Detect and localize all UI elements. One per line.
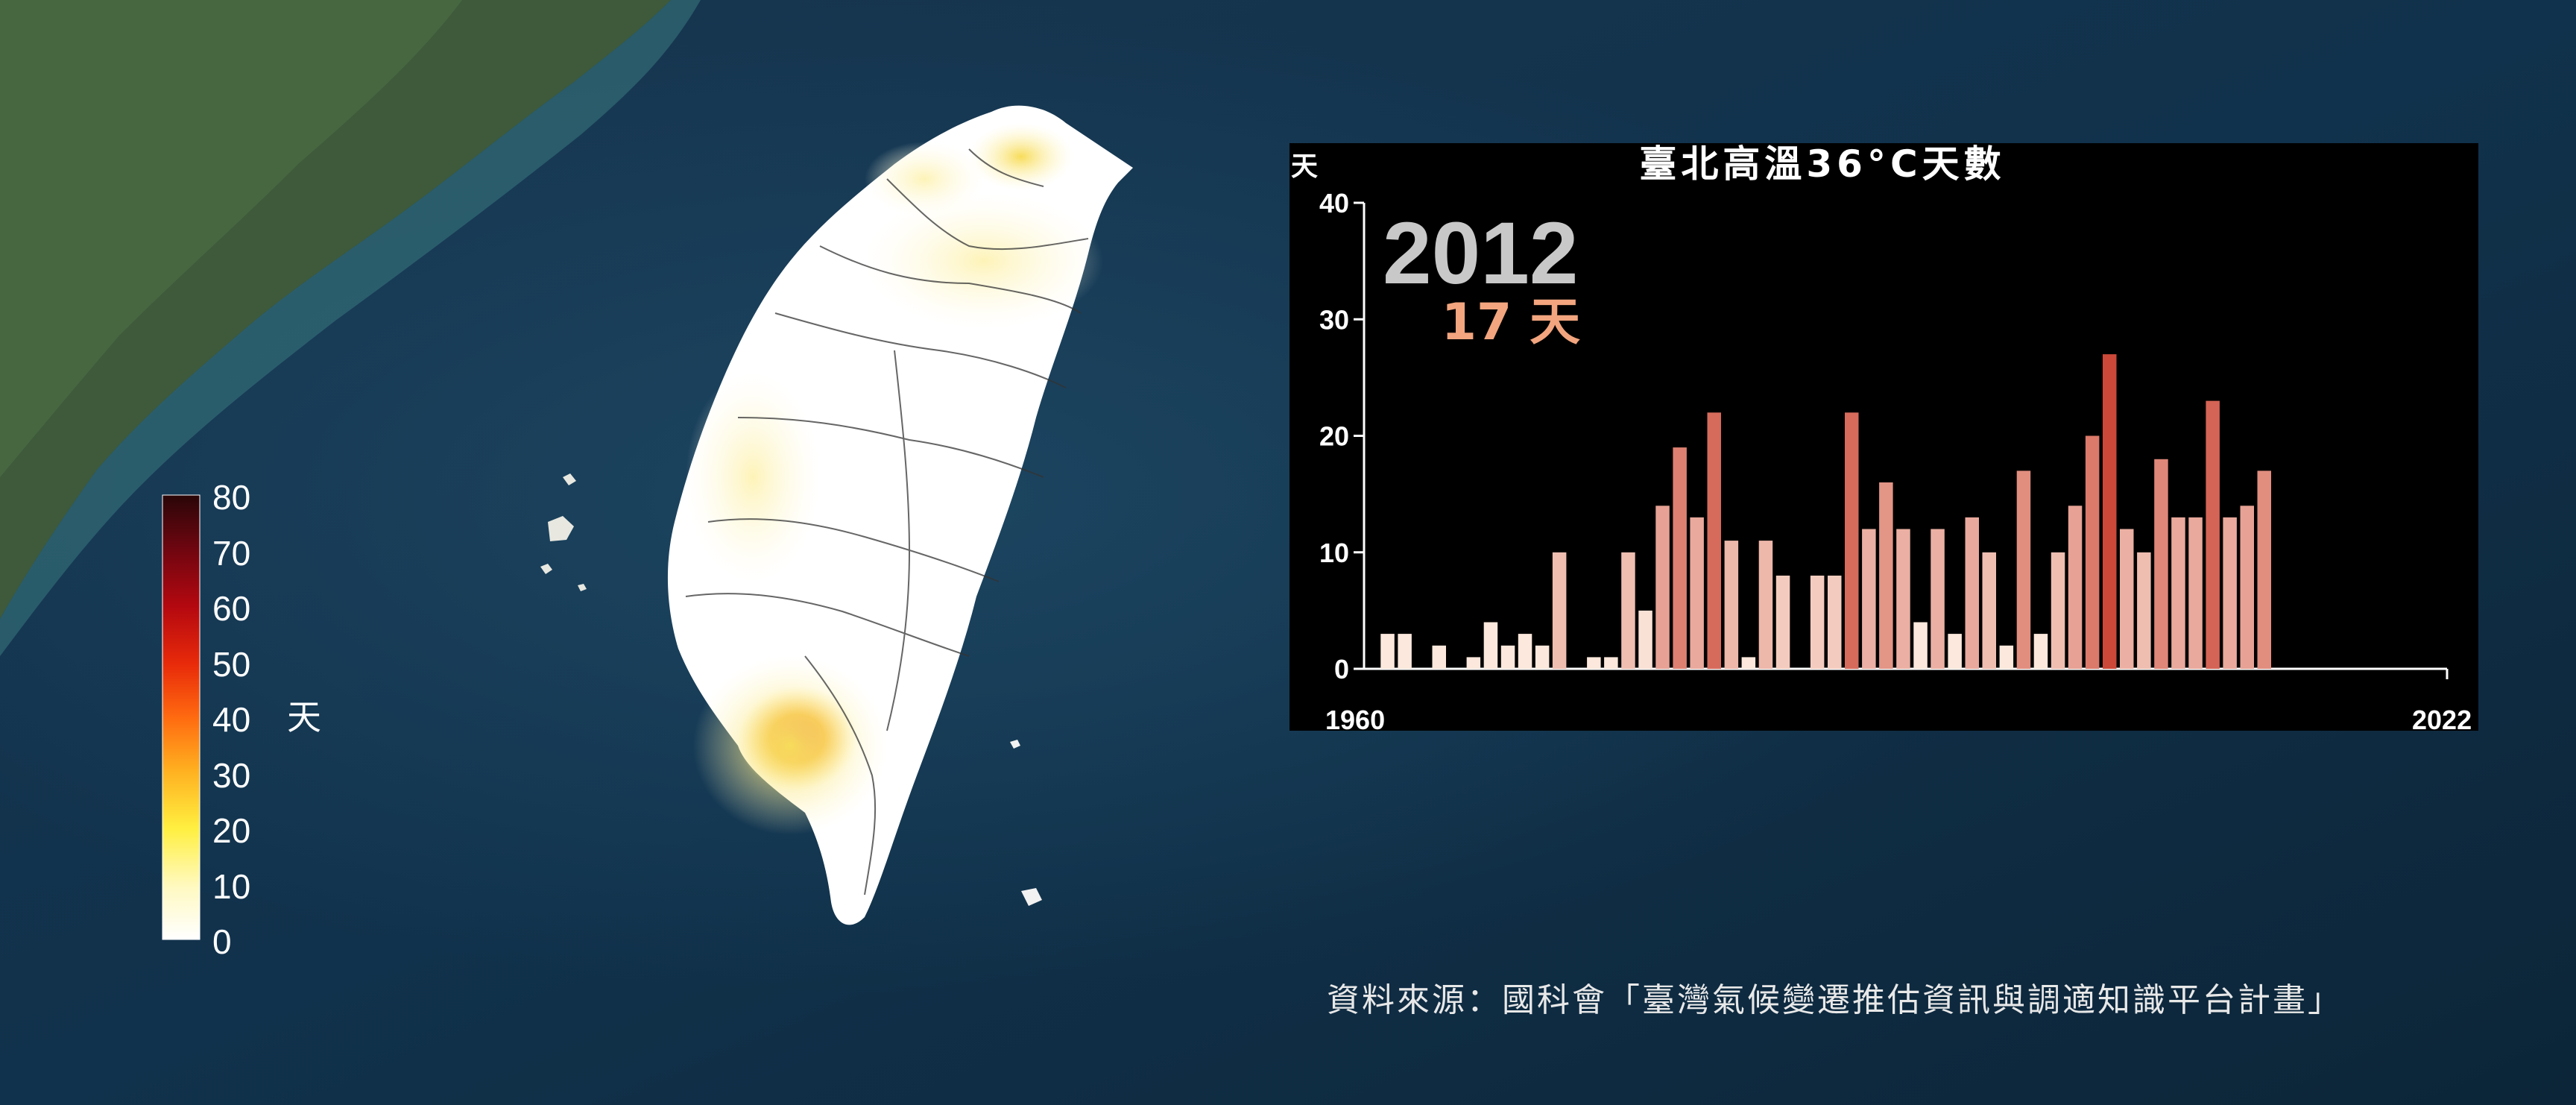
chart-title: 臺北高溫36°C天數 bbox=[1639, 142, 2005, 186]
data-source-credit: 資料來源：國科會「臺灣氣候變遷推估資訊與調適知識平台計畫」 bbox=[1327, 982, 2343, 1019]
colorbar-unit-label: 天 bbox=[287, 698, 321, 737]
penghu-islands bbox=[540, 473, 587, 591]
bar-1998 bbox=[2033, 634, 2048, 669]
bar-1966 bbox=[1483, 622, 1498, 669]
bar-1997 bbox=[2016, 470, 2031, 669]
bar-1969 bbox=[1535, 645, 1550, 670]
bar-1972 bbox=[1587, 657, 1601, 669]
bar-2009 bbox=[2223, 517, 2237, 669]
colorbar-tick-label: 10 bbox=[212, 866, 251, 906]
bar-2005 bbox=[2154, 459, 2168, 670]
bar-1992 bbox=[1931, 529, 1945, 669]
y-axis-label: 天 bbox=[1291, 151, 1318, 182]
county-borders bbox=[685, 148, 1089, 895]
y-tick-label: 10 bbox=[1319, 538, 1349, 568]
bar-2007 bbox=[2188, 517, 2203, 669]
y-tick-label: 20 bbox=[1319, 421, 1349, 452]
bar-2011 bbox=[2257, 470, 2271, 669]
bar-2001 bbox=[2085, 435, 2100, 669]
colorbar-tick-label: 40 bbox=[212, 700, 251, 739]
bar-1999 bbox=[2051, 552, 2065, 670]
bar-2008 bbox=[2206, 400, 2220, 669]
bar-1988 bbox=[1862, 529, 1876, 669]
bar-1960 bbox=[1380, 634, 1395, 669]
colorbar-tick-label: 80 bbox=[212, 478, 251, 517]
chart-bars bbox=[1380, 354, 2271, 670]
bar-1995 bbox=[1982, 552, 1996, 670]
bar-1987 bbox=[1845, 412, 1859, 670]
highlight-value: 17 天 bbox=[1442, 293, 1580, 352]
bar-2004 bbox=[2137, 552, 2151, 670]
bar-1976 bbox=[1655, 506, 1670, 670]
bar-1983 bbox=[1775, 576, 1790, 669]
y-tick-label: 40 bbox=[1319, 188, 1349, 218]
bar-1990 bbox=[1896, 529, 1910, 669]
bar-1977 bbox=[1673, 447, 1687, 669]
bar-1968 bbox=[1518, 634, 1532, 669]
bar-1982 bbox=[1758, 541, 1773, 669]
x-axis-start-label: 1960 bbox=[1325, 705, 1385, 735]
y-tick-label: 0 bbox=[1334, 654, 1349, 684]
bar-1961 bbox=[1398, 634, 1412, 669]
bar-1994 bbox=[1965, 517, 1979, 669]
bar-1991 bbox=[1913, 622, 1928, 669]
colorbar-legend bbox=[162, 494, 201, 940]
colorbar bbox=[162, 494, 201, 940]
bar-2006 bbox=[2171, 517, 2185, 669]
bar-1973 bbox=[1604, 657, 1618, 669]
bar-1967 bbox=[1500, 645, 1515, 670]
bar-1979 bbox=[1707, 412, 1721, 670]
bar-2003 bbox=[2120, 529, 2134, 669]
bar-1996 bbox=[1999, 645, 2014, 670]
bar-1978 bbox=[1690, 517, 1704, 669]
bar-1980 bbox=[1724, 541, 1739, 669]
bar-2002 bbox=[2103, 354, 2117, 669]
bar-1993 bbox=[1948, 634, 1962, 669]
bar-1975 bbox=[1638, 610, 1652, 669]
bar-1974 bbox=[1621, 552, 1635, 670]
bar-1981 bbox=[1741, 657, 1756, 669]
bar-1965 bbox=[1466, 657, 1481, 669]
y-tick-label: 30 bbox=[1319, 304, 1349, 335]
colorbar-tick-label: 0 bbox=[212, 922, 232, 961]
bar-1985 bbox=[1810, 576, 1825, 669]
colorbar-tick-label: 50 bbox=[212, 644, 251, 684]
bar-2010 bbox=[2240, 506, 2254, 670]
colorbar-tick-label: 70 bbox=[212, 533, 251, 573]
x-axis-end-label: 2022 bbox=[2412, 705, 2472, 735]
bar-1963 bbox=[1432, 645, 1446, 670]
bar-2000 bbox=[2068, 506, 2083, 670]
highlight-year: 2012 bbox=[1383, 204, 1579, 303]
colorbar-tick-label: 20 bbox=[212, 811, 251, 850]
bar-1989 bbox=[1879, 482, 1893, 669]
bar-1986 bbox=[1828, 576, 1842, 669]
colorbar-tick-label: 30 bbox=[212, 755, 251, 795]
bar-1970 bbox=[1552, 552, 1567, 670]
colorbar-tick-label: 60 bbox=[212, 589, 251, 628]
